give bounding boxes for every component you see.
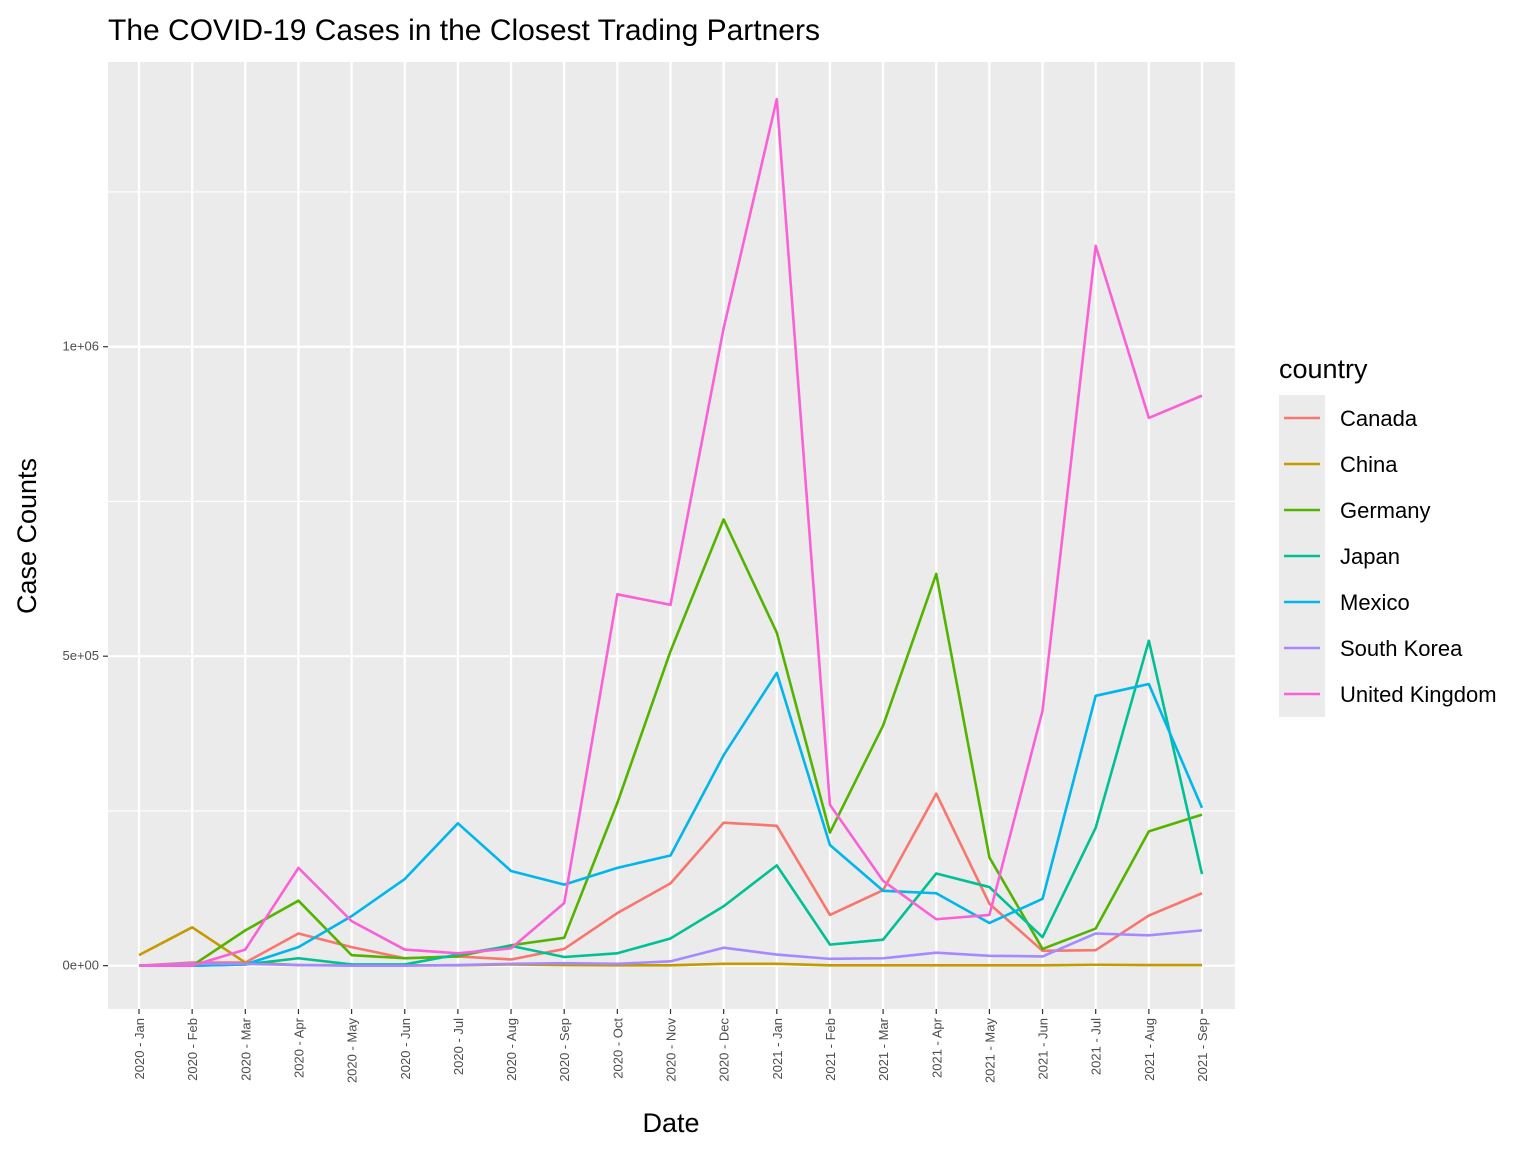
legend-label-south-korea: South Korea <box>1340 636 1463 661</box>
chart-title: The COVID-19 Cases in the Closest Tradin… <box>108 14 820 47</box>
legend-label-mexico: Mexico <box>1340 590 1410 615</box>
x-tick-label: 2020 - Aug <box>504 1018 519 1081</box>
x-tick-label: 2020 - Feb <box>185 1018 200 1081</box>
series-lines <box>138 97 1204 967</box>
x-tick-label: 2021 - Apr <box>929 1017 944 1078</box>
series-line-japan <box>139 639 1204 967</box>
x-tick-label: 2020 - Jan <box>132 1018 147 1079</box>
x-tick-label: 2020 - Apr <box>291 1017 306 1078</box>
x-axis: 2020 - Jan 2020 - Feb 2020 - Mar 2020 - Apr… <box>132 1009 1210 1083</box>
x-axis-title: Date <box>642 1108 699 1138</box>
x-tick-label: 2020 - Jun <box>398 1018 413 1079</box>
y-axis: 0e+00 5e+05 1e+06 <box>62 339 108 973</box>
x-tick-label: 2020 - Dec <box>717 1018 732 1082</box>
x-tick-label: 2021 - Feb <box>823 1018 838 1081</box>
x-tick-label: 2021 - Jan <box>770 1018 785 1079</box>
x-tick-label: 2021 - Aug <box>1142 1018 1157 1081</box>
x-tick-label: 2020 - Oct <box>610 1018 625 1079</box>
x-tick-label: 2021 - Mar <box>876 1017 891 1081</box>
y-tick-label: 1e+06 <box>62 339 99 354</box>
x-tick-label: 2020 - May <box>345 1018 360 1084</box>
legend-label-china: China <box>1340 452 1398 477</box>
x-tick-label: 2020 - Mar <box>238 1017 253 1081</box>
legend-title: country <box>1279 354 1368 384</box>
series-line-mexico <box>139 671 1204 967</box>
series-line-germany <box>139 518 1203 967</box>
legend-label-germany: Germany <box>1340 498 1430 523</box>
x-tick-label: 2020 - Jul <box>451 1018 466 1075</box>
y-tick-label: 5e+05 <box>62 648 99 663</box>
legend-label-united-kingdom: United Kingdom <box>1340 682 1497 707</box>
series-line-united-kingdom <box>139 97 1203 967</box>
legend-items: Canada China Germany Japan Mexico South Korea… <box>1279 395 1497 717</box>
x-tick-label: 2020 - Sep <box>557 1018 572 1082</box>
x-tick-label: 2020 - Nov <box>664 1018 679 1082</box>
x-tick-label: 2021 - Jun <box>1036 1018 1051 1079</box>
x-tick-label: 2021 - May <box>982 1018 997 1084</box>
y-tick-label: 0e+00 <box>62 958 99 973</box>
x-tick-label: 2021 - Sep <box>1195 1018 1210 1082</box>
legend-label-canada: Canada <box>1340 406 1418 431</box>
series-line-south-korea <box>138 929 1203 967</box>
y-axis-title: Case Counts <box>12 458 42 614</box>
legend-label-japan: Japan <box>1340 544 1400 569</box>
x-tick-label: 2021 - Jul <box>1089 1018 1104 1075</box>
legend: country Canada China Germany Japan Mexico Sou… <box>1279 354 1497 717</box>
